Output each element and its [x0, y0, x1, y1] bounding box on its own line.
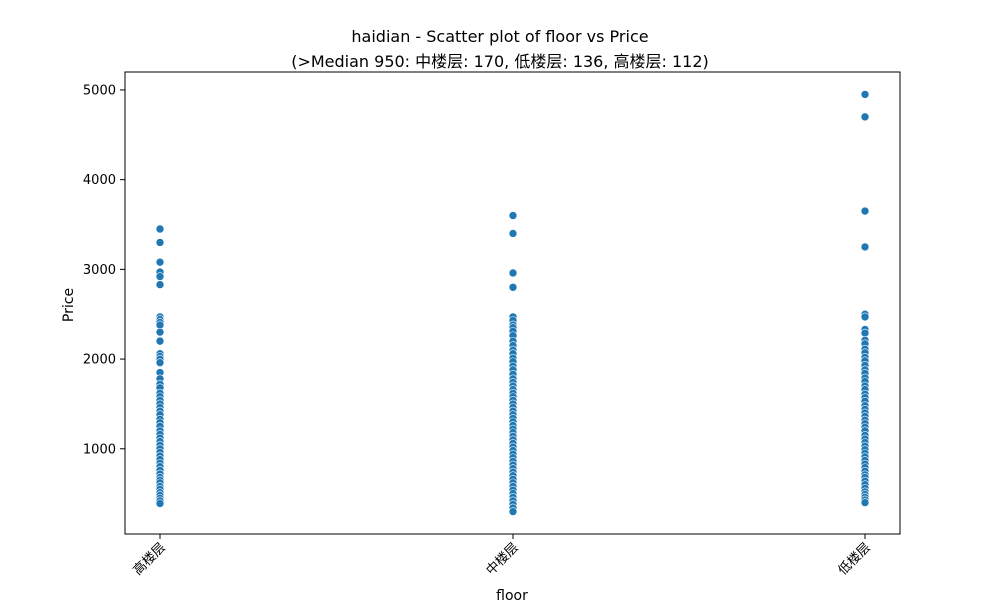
- data-point: [155, 327, 165, 337]
- y-tick-label: 3000: [83, 263, 116, 278]
- x-tick-label: 高楼层: [130, 540, 169, 579]
- data-point: [155, 257, 165, 267]
- data-point: [860, 90, 870, 99]
- data-point: [155, 272, 165, 281]
- data-point: [508, 268, 518, 278]
- axes-layer: 1000 2000 3000 4000 5000 高楼层 中楼层 低楼层: [83, 71, 901, 579]
- y-tick-label: 5000: [83, 83, 116, 98]
- y-axis-label: Price: [61, 288, 77, 322]
- data-point: [155, 499, 165, 508]
- x-axis-label: floor: [496, 588, 528, 600]
- data-point: [155, 238, 165, 247]
- data-point: [155, 336, 165, 346]
- y-tick-label: 2000: [83, 353, 116, 368]
- chart-title: haidian - Scatter plot of floor vs Price: [351, 27, 649, 46]
- data-point: [155, 358, 165, 367]
- data-point: [155, 280, 165, 289]
- data-point: [508, 283, 518, 292]
- data-point: [508, 507, 518, 516]
- data-point: [155, 224, 165, 234]
- data-point: [508, 229, 518, 238]
- y-tick-label: 1000: [83, 442, 116, 457]
- y-tick-label: 4000: [83, 173, 116, 188]
- data-point: [155, 320, 165, 330]
- data-point: [860, 312, 870, 322]
- chart-subtitle: (>Median 950: 中楼层: 170, 低楼层: 136, 高楼层: 1…: [291, 52, 709, 71]
- data-point: [860, 328, 870, 338]
- data-point: [860, 112, 870, 122]
- data-point: [508, 211, 518, 220]
- data-point: [860, 498, 870, 507]
- x-tick-label: 低楼层: [836, 540, 874, 578]
- data-point: [860, 206, 870, 216]
- data-point: [860, 242, 870, 252]
- points-layer: [155, 90, 870, 516]
- x-tick-label: 中楼层: [484, 540, 522, 578]
